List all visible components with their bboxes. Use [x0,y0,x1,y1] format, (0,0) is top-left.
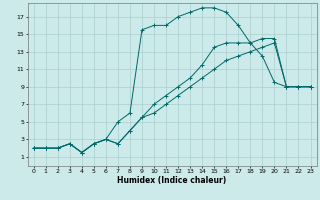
X-axis label: Humidex (Indice chaleur): Humidex (Indice chaleur) [117,176,227,185]
